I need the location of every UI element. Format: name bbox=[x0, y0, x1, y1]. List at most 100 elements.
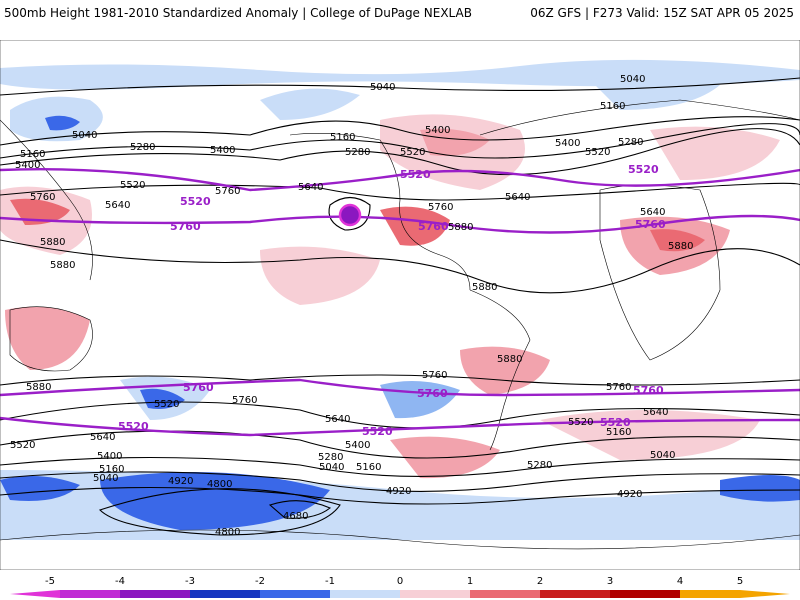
contour-label: 4800 bbox=[215, 527, 240, 538]
contour-5760-south-highlight bbox=[0, 378, 800, 397]
highlight-contour-label: 5520 bbox=[362, 425, 393, 438]
coastline-antarctica bbox=[0, 529, 800, 550]
colorbar-tick-label: 1 bbox=[467, 576, 473, 587]
contour-5520-south-highlight bbox=[0, 416, 800, 437]
colorbar-tick-label: 0 bbox=[397, 576, 403, 587]
contour-label: 5280 bbox=[618, 137, 643, 148]
contour-label: 5760 bbox=[606, 382, 631, 393]
contour-5400-north bbox=[0, 128, 800, 176]
contour-label: 5160 bbox=[330, 132, 355, 143]
colorbar-tick-label: 2 bbox=[537, 576, 543, 587]
contour-label: 5880 bbox=[40, 237, 65, 248]
contour-label: 5520 bbox=[154, 399, 179, 410]
highlight-contour-label: 5520 bbox=[600, 416, 631, 429]
highlight-contour-label: 5760 bbox=[170, 220, 201, 233]
contour-5520-north-highlight bbox=[0, 167, 800, 192]
highlight-contour-label: 5760 bbox=[633, 384, 664, 397]
colorbar-tick-label: -1 bbox=[325, 576, 335, 587]
contour-label: 5160 bbox=[356, 462, 381, 473]
colorbar-seg-neg2 bbox=[260, 590, 330, 598]
pos-anomaly-europe-core bbox=[420, 128, 490, 156]
contour-label: 4920 bbox=[386, 486, 411, 497]
map-title: 500mb Height 1981-2010 Standardized Anom… bbox=[4, 6, 472, 20]
contour-label: 5520 bbox=[568, 417, 593, 428]
contour-label: 5880 bbox=[497, 354, 522, 365]
contour-label: 5040 bbox=[370, 82, 395, 93]
contour-label: 4920 bbox=[168, 476, 193, 487]
contour-4800-south bbox=[98, 488, 341, 536]
contour-label: 5880 bbox=[26, 382, 51, 393]
contour-label: 5520 bbox=[10, 440, 35, 451]
highlight-contour-label: 5520 bbox=[180, 195, 211, 208]
header: 500mb Height 1981-2010 Standardized Anom… bbox=[0, 0, 800, 28]
contour-label: 5640 bbox=[105, 200, 130, 211]
coastline-eurasia bbox=[479, 99, 800, 136]
contour-label: 5040 bbox=[93, 473, 118, 484]
colorbar-seg-pos2 bbox=[470, 590, 540, 598]
coastline-south-america bbox=[469, 289, 531, 451]
contour-label: 5520 bbox=[400, 147, 425, 158]
contour-4920-south bbox=[0, 486, 800, 505]
colorbar-seg-pos5 bbox=[680, 590, 740, 598]
colorbar: -5 -4 -3 -2 -1 0 1 2 3 4 5 bbox=[10, 576, 790, 598]
neg-anomaly-alaska-core bbox=[45, 115, 80, 131]
contour-label: 5160 bbox=[20, 149, 45, 160]
contour-5160-north bbox=[0, 116, 800, 146]
contour-label: 4680 bbox=[283, 511, 308, 522]
neg-anomaly-sw-indian bbox=[0, 476, 80, 501]
contour-label: 5760 bbox=[232, 395, 257, 406]
colorbar-tick-label: 4 bbox=[677, 576, 683, 587]
colorbar-tick-label: -4 bbox=[115, 576, 125, 587]
colorbar-seg-neg3 bbox=[190, 590, 260, 598]
contour-5040-south bbox=[0, 471, 800, 492]
contour-5040-north bbox=[0, 77, 800, 96]
colorbar-ticks: -5 -4 -3 -2 -1 0 1 2 3 4 5 bbox=[45, 576, 743, 587]
contour-label: 5040 bbox=[650, 450, 675, 461]
contour-label: 5520 bbox=[120, 180, 145, 191]
highlight-contour-label: 5760 bbox=[417, 387, 448, 400]
contour-5160-south bbox=[0, 456, 800, 477]
neg-anomaly-antarctic-pacific bbox=[100, 472, 330, 530]
anomaly-fill-layer bbox=[0, 59, 800, 540]
contour-low-atlantic bbox=[328, 196, 371, 231]
contour-label: 5040 bbox=[319, 462, 344, 473]
pos-anomaly-siberia bbox=[650, 126, 780, 180]
contour-label: 5520 bbox=[585, 147, 610, 158]
pos-anomaly-pacific bbox=[260, 246, 380, 305]
contour-label: 5400 bbox=[15, 160, 40, 171]
colorbar-seg-neg1 bbox=[330, 590, 400, 598]
colorbar-segments bbox=[10, 590, 790, 598]
pos-anomaly-atlantic bbox=[380, 206, 450, 246]
highlight-contour-label: 5760 bbox=[183, 381, 214, 394]
contour-label: 5640 bbox=[90, 432, 115, 443]
colorbar-seg-pos3 bbox=[540, 590, 610, 598]
highlight-contour-label: 5520 bbox=[400, 168, 431, 181]
contour-5400-south bbox=[0, 430, 800, 459]
contour-5760-north-highlight bbox=[0, 214, 800, 234]
colorbar-tick-label: -3 bbox=[185, 576, 195, 587]
contour-label: 5640 bbox=[643, 407, 668, 418]
contour-label: 5760 bbox=[422, 370, 447, 381]
contour-5640-north bbox=[0, 182, 800, 201]
colorbar-tick-label: 5 bbox=[737, 576, 743, 587]
colorbar-tick-label: -2 bbox=[255, 576, 265, 587]
contour-label: 5880 bbox=[50, 260, 75, 271]
contour-label-layer: 5040 5040 5040 5160 5160 5160 5280 5280 … bbox=[10, 74, 693, 538]
height-contours bbox=[0, 77, 800, 536]
colorbar-seg-pos1 bbox=[400, 590, 470, 598]
contour-4680-south bbox=[268, 500, 332, 519]
contour-label: 5400 bbox=[425, 125, 450, 136]
highlight-contours bbox=[0, 167, 800, 437]
contour-label: 5040 bbox=[620, 74, 645, 85]
contour-5280-north bbox=[0, 123, 800, 159]
contour-label: 5160 bbox=[606, 427, 631, 438]
highlight-contour-label: 5760 bbox=[418, 220, 449, 233]
contour-label: 5160 bbox=[600, 101, 625, 112]
coastline-north-america bbox=[289, 133, 471, 291]
low-center-atlantic bbox=[338, 203, 362, 227]
contour-label: 5760 bbox=[428, 202, 453, 213]
contour-label: 4800 bbox=[207, 479, 232, 490]
anomaly-map: 5040 5040 5040 5160 5160 5160 5280 5280 … bbox=[0, 40, 800, 570]
contour-label: 5280 bbox=[345, 147, 370, 158]
neg-anomaly-south-pacific-core bbox=[140, 388, 185, 409]
